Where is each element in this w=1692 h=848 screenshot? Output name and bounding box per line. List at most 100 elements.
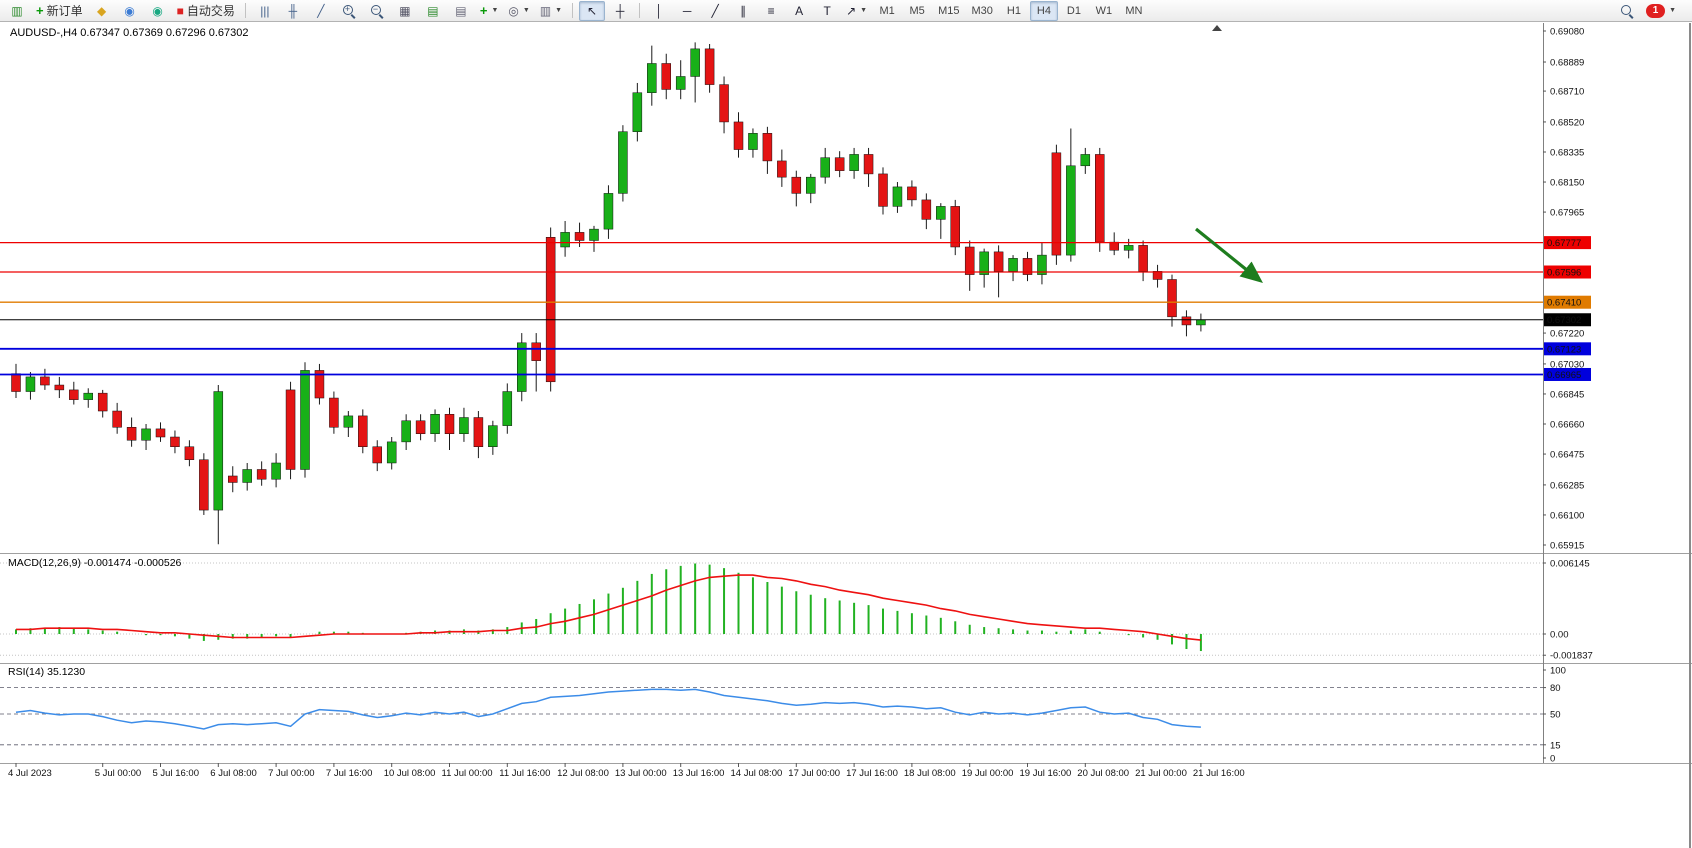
vertical-line-icon[interactable]: │ xyxy=(646,1,672,21)
trend-arrow-annotation[interactable] xyxy=(1194,227,1263,284)
fibonacci-icon: ≡ xyxy=(767,3,775,18)
notification-badge[interactable]: 1 ▼ xyxy=(1642,1,1680,21)
new-order-button[interactable]: + 新订单 xyxy=(32,1,87,21)
svg-text:13 Jul 00:00: 13 Jul 00:00 xyxy=(615,768,667,779)
price-level-line[interactable]: 0.66965 xyxy=(0,367,1591,381)
shapes-icon[interactable]: ↗ ▼ xyxy=(842,1,871,21)
svg-text:18 Jul 08:00: 18 Jul 08:00 xyxy=(904,768,956,779)
time-axis: 4 Jul 2023 5 Jul 00:00 5 Jul 16:00 6 Jul 08… xyxy=(8,763,1245,779)
trendline-icon: ╱ xyxy=(711,3,719,18)
zoom-sign: − xyxy=(372,3,379,14)
svg-text:5 Jul 00:00: 5 Jul 00:00 xyxy=(95,768,141,779)
auto-trading-button[interactable]: ■ 自动交易 xyxy=(173,1,239,21)
bar-chart-type-icon: ||| xyxy=(260,3,270,18)
line-chart-type-icon[interactable]: ╱ xyxy=(308,1,334,21)
price-level-line[interactable]: 0.67123 xyxy=(0,342,1591,356)
timeframe-mn[interactable]: MN xyxy=(1125,4,1143,17)
macd-label: MACD(12,26,9) -0.001474 -0.000526 xyxy=(8,557,181,569)
svg-text:0.67410: 0.67410 xyxy=(1547,298,1581,309)
price-level-line[interactable]: 0.67596 xyxy=(0,265,1591,279)
svg-text:0.69080: 0.69080 xyxy=(1550,27,1584,38)
svg-text:80: 80 xyxy=(1550,683,1561,694)
candle-chart-type-icon[interactable]: ╫ xyxy=(280,1,306,21)
chart-arrange-icon: ▤ xyxy=(427,3,439,18)
price-level-line[interactable]: 0.67777 xyxy=(0,236,1591,250)
svg-text:15: 15 xyxy=(1550,740,1561,751)
price-axis: 0.69080 0.68889 0.68710 0.68520 0.68335 0.681… xyxy=(1543,27,1584,552)
fibonacci-icon[interactable]: ≡ xyxy=(758,1,784,21)
channel-icon[interactable]: ∥ xyxy=(730,1,756,21)
search-icon[interactable] xyxy=(1614,1,1640,21)
cursor-icon[interactable]: ↖ xyxy=(579,0,606,21)
mql5-icon[interactable]: ◆ xyxy=(89,1,115,21)
svg-text:17 Jul 00:00: 17 Jul 00:00 xyxy=(788,768,840,779)
svg-text:10 Jul 08:00: 10 Jul 08:00 xyxy=(384,768,436,779)
zoom-in-icon[interactable]: + xyxy=(336,1,362,21)
svg-text:-0.001837: -0.001837 xyxy=(1550,651,1593,662)
svg-text:17 Jul 16:00: 17 Jul 16:00 xyxy=(846,768,898,779)
text-icon[interactable]: A xyxy=(786,1,812,21)
svg-text:0.68710: 0.68710 xyxy=(1550,87,1584,98)
svg-text:0.66100: 0.66100 xyxy=(1550,510,1584,521)
crosshair-icon: ┼ xyxy=(615,3,625,18)
timeframe-m15[interactable]: M15 xyxy=(938,4,960,17)
chart-list-icon[interactable]: ▤ xyxy=(448,1,474,21)
zoom-in-icon: + xyxy=(342,4,356,18)
shapes-icon: ↗ xyxy=(846,3,857,18)
timeframe-d1[interactable]: D1 xyxy=(1066,4,1081,17)
svg-text:7 Jul 16:00: 7 Jul 16:00 xyxy=(326,768,372,779)
chart-ohlc-header: AUDUSD-,H4 0.67347 0.67369 0.67296 0.673… xyxy=(10,27,249,39)
panel-dividers xyxy=(0,23,1692,848)
candle-chart-type-icon: ╫ xyxy=(288,3,298,18)
auto-trading-icon: ■ xyxy=(176,3,184,18)
macd-panel: 0.006145 0.00 -0.001837 xyxy=(0,559,1593,662)
chevron-down-icon: ▼ xyxy=(522,7,530,14)
zoom-out-icon[interactable]: − xyxy=(364,1,390,21)
svg-text:0.00: 0.00 xyxy=(1550,630,1569,641)
horizontal-line-icon[interactable]: ─ xyxy=(674,1,700,21)
svg-text:11 Jul 00:00: 11 Jul 00:00 xyxy=(442,768,493,779)
svg-text:5 Jul 16:00: 5 Jul 16:00 xyxy=(153,768,199,779)
tile-windows-icon[interactable]: ▦ xyxy=(392,1,418,21)
timeframe-m5[interactable]: M5 xyxy=(909,4,925,17)
templates-icon[interactable]: ▥ ▼ xyxy=(536,1,566,21)
period-clock-icon[interactable]: ◎ ▼ xyxy=(504,1,533,21)
svg-text:21 Jul 16:00: 21 Jul 16:00 xyxy=(1193,768,1245,779)
label-icon[interactable]: T xyxy=(814,1,840,21)
bar-chart-type-icon[interactable]: ||| xyxy=(252,1,278,21)
svg-text:12 Jul 08:00: 12 Jul 08:00 xyxy=(557,768,609,779)
svg-text:0.66475: 0.66475 xyxy=(1550,450,1584,461)
svg-text:11 Jul 16:00: 11 Jul 16:00 xyxy=(499,768,550,779)
svg-text:7 Jul 00:00: 7 Jul 00:00 xyxy=(268,768,314,779)
price-level-line[interactable]: 0.67302 xyxy=(0,313,1591,327)
chart-list-icon: ▤ xyxy=(455,3,467,18)
market-icon[interactable]: ◉ xyxy=(145,1,171,21)
trendline-icon[interactable]: ╱ xyxy=(702,1,728,21)
community-icon[interactable]: ◉ xyxy=(117,1,143,21)
rsi-panel: 100 80 50 15 0 xyxy=(0,666,1566,765)
svg-text:0.67965: 0.67965 xyxy=(1550,208,1584,219)
svg-text:0.006145: 0.006145 xyxy=(1550,559,1590,570)
svg-text:0.67220: 0.67220 xyxy=(1550,329,1584,340)
timeframe-m30[interactable]: M30 xyxy=(971,4,993,17)
toolbar-separator xyxy=(244,3,246,18)
chart-arrange-icon[interactable]: ▤ xyxy=(420,1,446,21)
timeframe-m1[interactable]: M1 xyxy=(879,4,895,17)
svg-text:6 Jul 08:00: 6 Jul 08:00 xyxy=(210,768,256,779)
zoom-sign: + xyxy=(344,3,351,14)
svg-text:100: 100 xyxy=(1550,666,1566,677)
timeframe-h4[interactable]: H4 xyxy=(1029,0,1058,21)
indicators-icon[interactable]: + ▼ xyxy=(476,1,503,21)
chart-window-icon[interactable]: ▥ xyxy=(4,1,30,21)
rsi-value: 35.1230 xyxy=(47,666,86,678)
price-level-line[interactable]: 0.67410 xyxy=(0,295,1591,309)
svg-text:0.66660: 0.66660 xyxy=(1550,420,1584,431)
crosshair-icon[interactable]: ┼ xyxy=(607,1,633,21)
timeframe-w1[interactable]: W1 xyxy=(1095,4,1113,17)
svg-text:0.68520: 0.68520 xyxy=(1550,117,1584,128)
timeframe-h1[interactable]: H1 xyxy=(1006,4,1021,17)
svg-text:50: 50 xyxy=(1550,710,1561,721)
svg-text:0.67596: 0.67596 xyxy=(1547,268,1581,279)
chart-shift-marker[interactable] xyxy=(1212,25,1222,31)
